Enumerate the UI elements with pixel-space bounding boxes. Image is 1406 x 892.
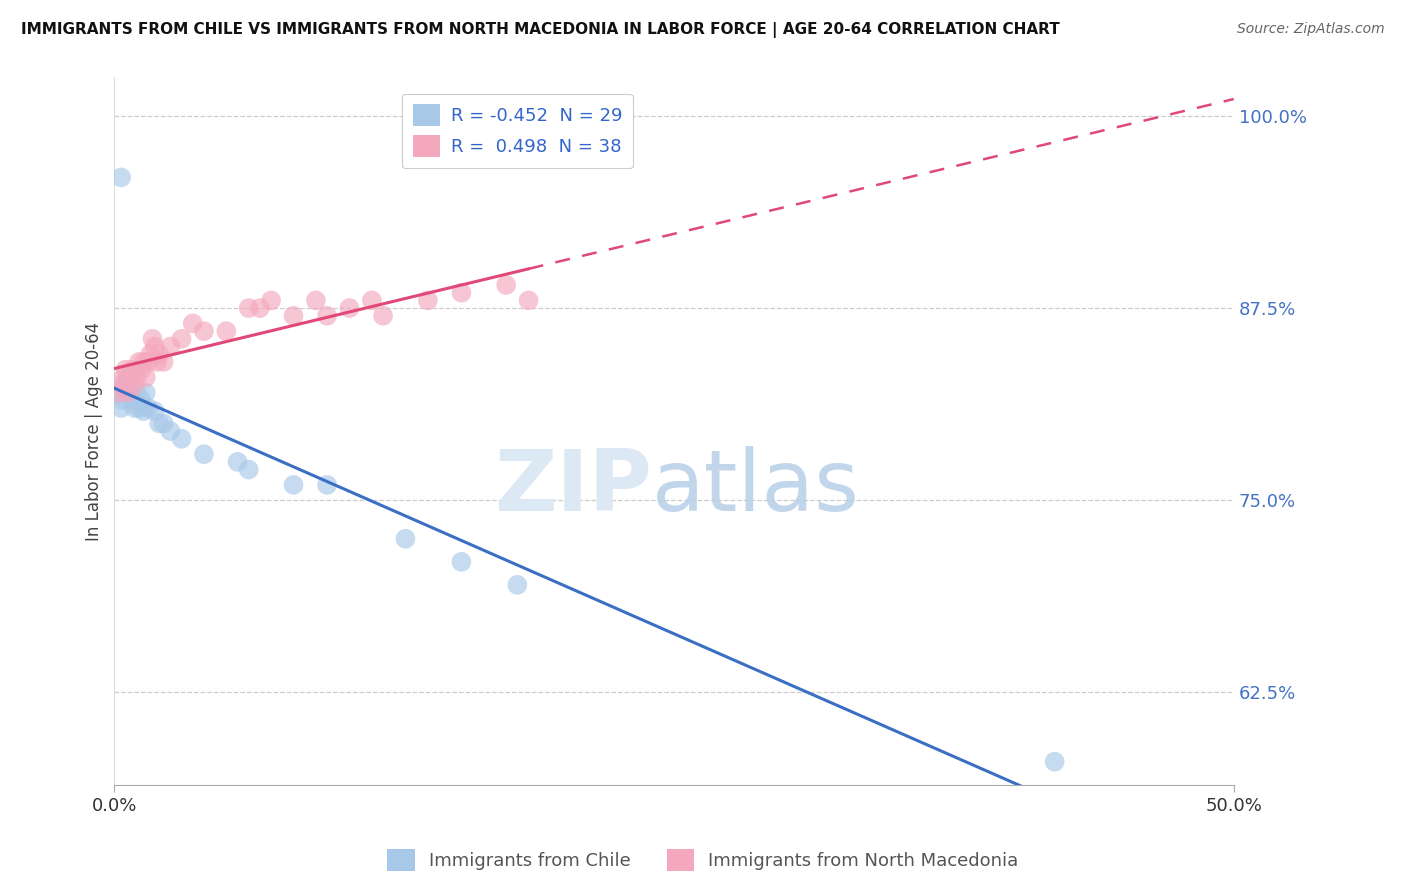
Point [226, 455, 249, 469]
Point [141, 332, 163, 346]
Point [394, 532, 416, 546]
Legend: R = -0.452  N = 29, R =  0.498  N = 38: R = -0.452 N = 29, R = 0.498 N = 38 [402, 94, 633, 169]
Point [360, 293, 382, 308]
Point [159, 339, 181, 353]
Point [193, 324, 215, 338]
Point [125, 370, 148, 384]
Point [146, 355, 169, 369]
Point [170, 332, 193, 346]
Point [371, 309, 394, 323]
Text: atlas: atlas [652, 446, 859, 529]
Point [283, 478, 305, 492]
Point [283, 309, 305, 323]
Point [143, 339, 166, 353]
Point [120, 370, 142, 384]
Point [215, 324, 238, 338]
Point [148, 417, 170, 431]
Point [110, 170, 132, 185]
Point [129, 362, 152, 376]
Point [136, 355, 159, 369]
Point [193, 447, 215, 461]
Point [152, 355, 174, 369]
Point [110, 378, 132, 392]
Point [316, 478, 339, 492]
Point [124, 378, 146, 392]
Point [114, 362, 136, 376]
Point [132, 404, 155, 418]
Point [114, 378, 136, 392]
Point [148, 347, 170, 361]
Point [260, 293, 283, 308]
Point [495, 278, 517, 293]
Point [506, 578, 529, 592]
Point [159, 424, 181, 438]
Y-axis label: In Labor Force | Age 20-64: In Labor Force | Age 20-64 [86, 321, 103, 541]
Point [125, 385, 148, 400]
Point [112, 370, 135, 384]
Point [132, 355, 155, 369]
Point [124, 401, 146, 415]
Point [305, 293, 328, 308]
Point [152, 417, 174, 431]
Point [121, 393, 143, 408]
Point [170, 432, 193, 446]
Point [121, 362, 143, 376]
Point [139, 347, 162, 361]
Point [112, 393, 135, 408]
Point [117, 385, 139, 400]
Point [108, 385, 131, 400]
Point [238, 462, 260, 476]
Legend: Immigrants from Chile, Immigrants from North Macedonia: Immigrants from Chile, Immigrants from N… [380, 842, 1026, 879]
Point [120, 385, 142, 400]
Point [135, 370, 157, 384]
Point [117, 370, 139, 384]
Point [517, 293, 540, 308]
Point [416, 293, 439, 308]
Point [128, 401, 150, 415]
Point [238, 301, 260, 315]
Text: Source: ZipAtlas.com: Source: ZipAtlas.com [1237, 22, 1385, 37]
Point [181, 317, 204, 331]
Point [339, 301, 361, 315]
Point [143, 404, 166, 418]
Text: ZIP: ZIP [494, 446, 652, 529]
Text: IMMIGRANTS FROM CHILE VS IMMIGRANTS FROM NORTH MACEDONIA IN LABOR FORCE | AGE 20: IMMIGRANTS FROM CHILE VS IMMIGRANTS FROM… [21, 22, 1060, 38]
Point [1043, 755, 1066, 769]
Point [249, 301, 271, 315]
Point [316, 309, 339, 323]
Point [128, 355, 150, 369]
Point [136, 401, 159, 415]
Point [450, 555, 472, 569]
Point [135, 385, 157, 400]
Point [110, 401, 132, 415]
Point [450, 285, 472, 300]
Point [129, 393, 152, 408]
Point [108, 385, 131, 400]
